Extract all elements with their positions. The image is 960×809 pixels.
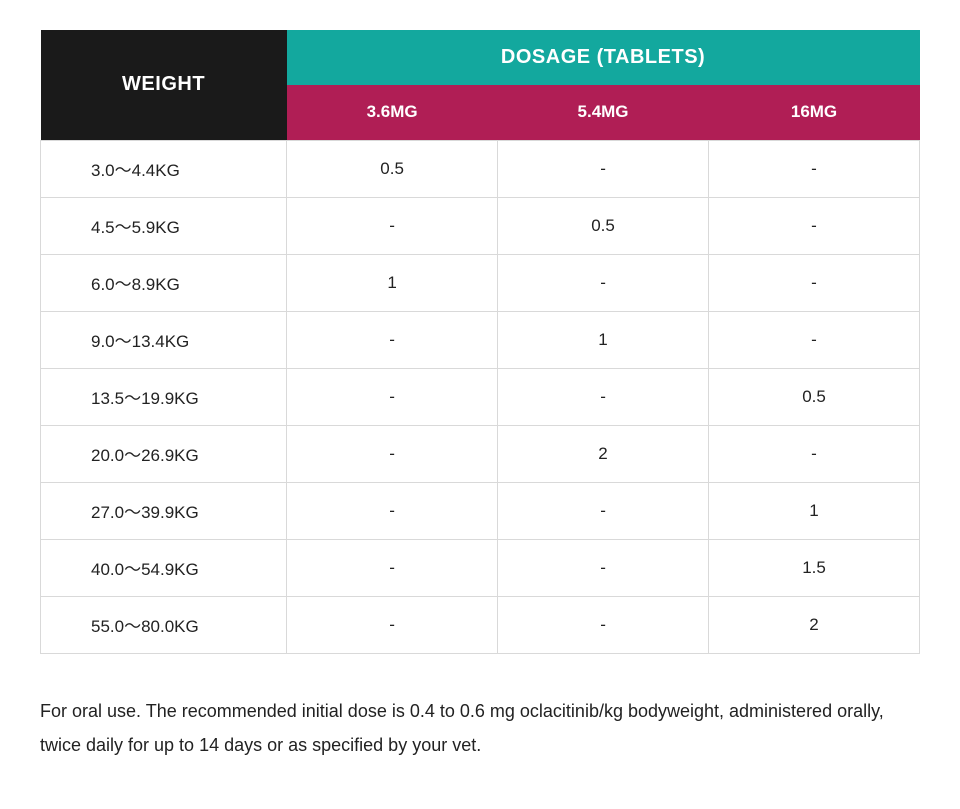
weight-cell: 55.0～80.0KG [41,596,287,653]
table-row: 55.0～80.0KG - - 2 [41,596,920,653]
dose-cell: 0.5 [709,368,920,425]
table-row: 6.0～8.9KG 1 - - [41,254,920,311]
dose-cell: - [498,368,709,425]
footer-note: For oral use. The recommended initial do… [40,694,920,762]
dose-cell: - [498,596,709,653]
weight-cell: 27.0～39.9KG [41,482,287,539]
dose-cell: 2 [498,425,709,482]
dose-cell: 0.5 [287,140,498,197]
table-row: 27.0～39.9KG - - 1 [41,482,920,539]
dose-cell: 1 [287,254,498,311]
dose-cell: - [287,311,498,368]
dose-cell: - [287,425,498,482]
weight-cell: 20.0～26.9KG [41,425,287,482]
table-body: 3.0～4.4KG 0.5 - - 4.5～5.9KG - 0.5 - 6.0～… [41,140,920,653]
dose-cell: 1 [709,482,920,539]
dose-cell: 0.5 [498,197,709,254]
dose-cell: - [709,254,920,311]
dose-cell: - [709,140,920,197]
dose-cell: 2 [709,596,920,653]
dose-cell: - [287,596,498,653]
dose-cell: - [709,425,920,482]
dose-cell: - [287,539,498,596]
weight-cell: 40.0～54.9KG [41,539,287,596]
dosage-table: WEIGHT DOSAGE (TABLETS) 3.6MG 5.4MG 16MG… [40,30,920,654]
dose-cell: - [287,482,498,539]
dose-cell: - [498,482,709,539]
dose-cell: - [287,197,498,254]
col-header-2: 16MG [709,85,920,140]
table-row: 9.0～13.4KG - 1 - [41,311,920,368]
dose-cell: - [709,311,920,368]
dose-cell: 1 [498,311,709,368]
col-header-1: 5.4MG [498,85,709,140]
table-row: 4.5～5.9KG - 0.5 - [41,197,920,254]
dose-cell: 1.5 [709,539,920,596]
dose-cell: - [287,368,498,425]
col-header-0: 3.6MG [287,85,498,140]
table-row: 13.5～19.9KG - - 0.5 [41,368,920,425]
weight-cell: 6.0～8.9KG [41,254,287,311]
weight-cell: 4.5～5.9KG [41,197,287,254]
dosage-header: DOSAGE (TABLETS) [287,30,920,85]
weight-cell: 9.0～13.4KG [41,311,287,368]
table-row: 20.0～26.9KG - 2 - [41,425,920,482]
weight-cell: 13.5～19.9KG [41,368,287,425]
table-row: 3.0～4.4KG 0.5 - - [41,140,920,197]
dose-cell: - [709,197,920,254]
dose-cell: - [498,254,709,311]
dose-cell: - [498,140,709,197]
dose-cell: - [498,539,709,596]
weight-header: WEIGHT [41,30,287,140]
table-row: 40.0～54.9KG - - 1.5 [41,539,920,596]
weight-cell: 3.0～4.4KG [41,140,287,197]
